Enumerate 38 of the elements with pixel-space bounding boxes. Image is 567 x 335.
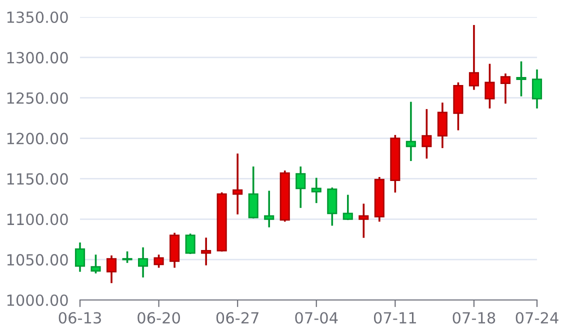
y-tick-label: 1200.00 <box>7 132 68 144</box>
candlestick <box>154 254 164 268</box>
y-tick-label: 1150.00 <box>7 173 68 185</box>
candlestick <box>468 24 479 90</box>
y-tick-label: 1100.00 <box>7 214 68 226</box>
candlestick <box>406 102 416 162</box>
y-tick-label: 1000.00 <box>7 294 68 306</box>
x-tick-label: 07-04 <box>295 312 338 324</box>
candlestick <box>437 102 448 148</box>
candlestick <box>122 251 132 263</box>
candlestick <box>248 166 258 218</box>
candlestick <box>500 74 511 104</box>
candlestick <box>516 61 526 96</box>
candlestick <box>532 69 542 108</box>
candlestick <box>422 109 432 159</box>
candlestick <box>201 238 212 266</box>
candlestick <box>296 166 306 208</box>
x-tick-label: 06-13 <box>58 312 101 324</box>
candlestick <box>74 242 86 272</box>
y-tick-label: 1350.00 <box>7 11 68 24</box>
candlestick <box>106 255 117 284</box>
y-tick-label: 1300.00 <box>7 52 68 64</box>
candlestick <box>90 254 101 274</box>
x-tick-label: 07-11 <box>374 312 416 324</box>
candlestick <box>342 194 353 220</box>
y-tick-label: 1050.00 <box>7 254 68 266</box>
x-tick-label: 07-24 <box>516 312 558 324</box>
candlestick <box>138 247 148 278</box>
candlestick <box>311 178 322 204</box>
candlestick <box>484 64 495 108</box>
candlestick <box>264 190 274 228</box>
x-tick-label: 06-27 <box>216 312 258 324</box>
candlestick <box>232 154 243 214</box>
candlestick <box>185 234 196 254</box>
candlestick <box>358 204 369 238</box>
x-tick-label: 06-20 <box>138 312 180 324</box>
x-tick-label: 07-18 <box>452 312 496 324</box>
y-tick-label: 1250.00 <box>7 92 68 104</box>
